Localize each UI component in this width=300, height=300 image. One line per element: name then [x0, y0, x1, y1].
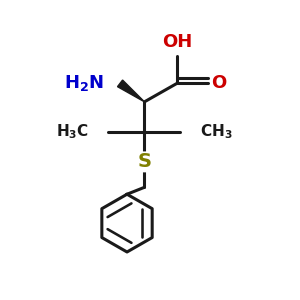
Text: $\mathbf{CH_3}$: $\mathbf{CH_3}$ [200, 122, 233, 141]
Text: OH: OH [162, 33, 192, 51]
Text: S: S [137, 152, 152, 171]
Polygon shape [118, 80, 145, 102]
Text: O: O [211, 74, 226, 92]
Text: $\mathbf{H_2N}$: $\mathbf{H_2N}$ [64, 74, 104, 93]
Text: $\mathbf{H_3C}$: $\mathbf{H_3C}$ [56, 122, 89, 141]
